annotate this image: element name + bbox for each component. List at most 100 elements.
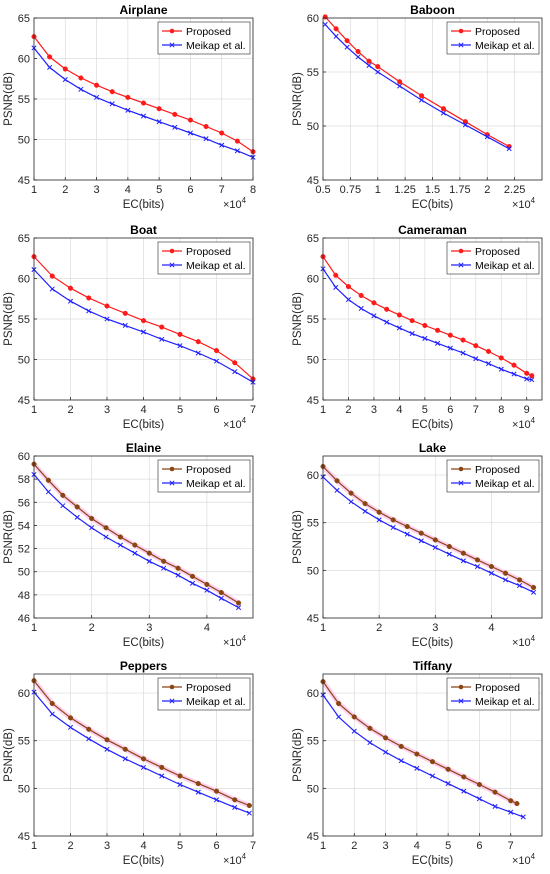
data-point-proposed xyxy=(122,746,128,752)
data-point-meikap xyxy=(159,336,165,342)
y-axis-label: PSNR(dB) xyxy=(292,72,304,126)
data-point-meikap xyxy=(336,714,342,720)
data-point-meikap xyxy=(175,572,181,578)
data-point-meikap xyxy=(334,487,340,493)
x-tick-label: 6 xyxy=(213,404,219,416)
data-point-proposed xyxy=(476,781,482,788)
data-point-meikap xyxy=(529,377,535,383)
data-point-meikap xyxy=(219,142,225,148)
exponent-power: 4 xyxy=(531,416,536,425)
data-point-proposed xyxy=(418,530,424,536)
x-tick-label: 1 xyxy=(320,404,326,416)
data-point-proposed xyxy=(175,565,181,571)
data-point-meikap xyxy=(47,64,53,70)
data-point-proposed xyxy=(345,284,352,290)
data-point-meikap xyxy=(375,69,381,75)
x-tick-label: 3 xyxy=(146,622,152,634)
data-point-proposed xyxy=(213,788,220,794)
data-point-proposed xyxy=(531,584,537,591)
data-point-meikap xyxy=(358,305,364,312)
data-point-proposed xyxy=(122,310,128,316)
legend-label-proposed: Proposed xyxy=(186,246,231,258)
data-point-meikap xyxy=(117,542,124,548)
data-point-proposed xyxy=(161,558,167,564)
data-point-proposed xyxy=(49,700,55,707)
legend-marker xyxy=(169,698,175,704)
data-point-meikap xyxy=(86,308,92,314)
series-line-proposed xyxy=(322,466,534,589)
legend-marker xyxy=(458,42,464,48)
x-tick-label: 7 xyxy=(473,404,479,416)
data-point-meikap xyxy=(234,148,240,154)
legend-box xyxy=(157,459,251,493)
data-point-proposed xyxy=(498,355,504,361)
data-point-meikap xyxy=(67,724,74,730)
data-point-meikap xyxy=(187,130,193,136)
x-axis-label: EC(bits) xyxy=(412,419,454,431)
x-tick-label: 7 xyxy=(219,184,225,196)
data-point-meikap xyxy=(322,21,328,28)
y-tick-label: 50 xyxy=(18,355,30,367)
data-point-proposed xyxy=(103,525,109,531)
data-point-meikap xyxy=(246,810,252,816)
exponent-power: 4 xyxy=(242,852,247,861)
data-point-proposed xyxy=(462,119,468,125)
subplot-peppers: 1 2 3 4 5 6 745505560PeppersEC(bits)PSNR(dB)×1… xyxy=(3,659,256,867)
data-point-proposed xyxy=(419,93,425,99)
data-point-meikap xyxy=(204,587,210,593)
x-tick-label: 3 xyxy=(94,184,100,196)
y-tick-label: 52 xyxy=(18,544,30,556)
data-point-meikap xyxy=(502,577,509,583)
x-tick-label: 0.5 xyxy=(315,184,330,196)
legend-label-meikap: Meikap et al. xyxy=(186,260,246,272)
exponent-base: ×10 xyxy=(223,855,242,867)
data-point-meikap xyxy=(520,814,526,820)
exponent-base: ×10 xyxy=(512,419,531,431)
subplot-baboon: 0.5 0.75 1 1.25 1.5 1.75 2 2.25 45 50 55 60 Baboon EC… xyxy=(292,3,543,211)
y-tick-label: 45 xyxy=(18,831,30,843)
exponent-base: ×10 xyxy=(512,199,531,211)
legend-label-proposed: Proposed xyxy=(475,464,520,476)
exponent-power: 4 xyxy=(242,416,247,425)
legend-box xyxy=(157,21,251,55)
y-tick-label: 55 xyxy=(307,314,319,326)
data-point-meikap xyxy=(189,580,196,586)
data-point-meikap xyxy=(140,764,147,770)
data-point-meikap xyxy=(49,286,55,292)
data-point-proposed xyxy=(177,773,183,779)
data-point-proposed xyxy=(156,106,162,112)
data-point-meikap xyxy=(345,297,352,303)
x-tick-label: 4 xyxy=(488,622,494,634)
data-point-proposed xyxy=(362,501,368,507)
data-point-meikap xyxy=(390,524,396,531)
y-tick-label: 60 xyxy=(18,688,30,700)
data-point-proposed xyxy=(86,295,92,301)
data-point-proposed xyxy=(371,300,377,306)
data-point-meikap xyxy=(396,325,402,331)
legend-marker xyxy=(458,28,464,34)
data-point-proposed xyxy=(232,797,238,803)
y-tick-label: 65 xyxy=(18,233,30,245)
x-tick-label: 1 xyxy=(31,840,37,852)
data-point-proposed xyxy=(203,123,209,130)
legend-box xyxy=(157,241,251,275)
y-tick-label: 55 xyxy=(307,518,319,530)
data-point-meikap xyxy=(366,62,372,69)
data-point-meikap xyxy=(156,119,162,125)
data-point-meikap xyxy=(45,489,51,495)
data-point-proposed xyxy=(474,557,480,563)
y-axis-label: PSNR(dB) xyxy=(292,728,304,782)
legend-label-meikap: Meikap et al. xyxy=(475,478,535,490)
y-axis-label: PSNR(dB) xyxy=(3,728,15,782)
data-point-proposed xyxy=(159,764,165,770)
data-point-meikap xyxy=(232,804,238,810)
data-point-proposed xyxy=(516,577,523,583)
axes-frame xyxy=(322,673,543,837)
x-axis-exponent: ×104 xyxy=(512,416,536,431)
data-point-proposed xyxy=(62,66,68,72)
x-axis-label: EC(bits) xyxy=(412,199,454,211)
y-tick-label: 45 xyxy=(307,831,319,843)
data-point-meikap xyxy=(172,124,178,130)
data-point-proposed xyxy=(366,58,372,64)
y-tick-label: 50 xyxy=(307,121,319,133)
